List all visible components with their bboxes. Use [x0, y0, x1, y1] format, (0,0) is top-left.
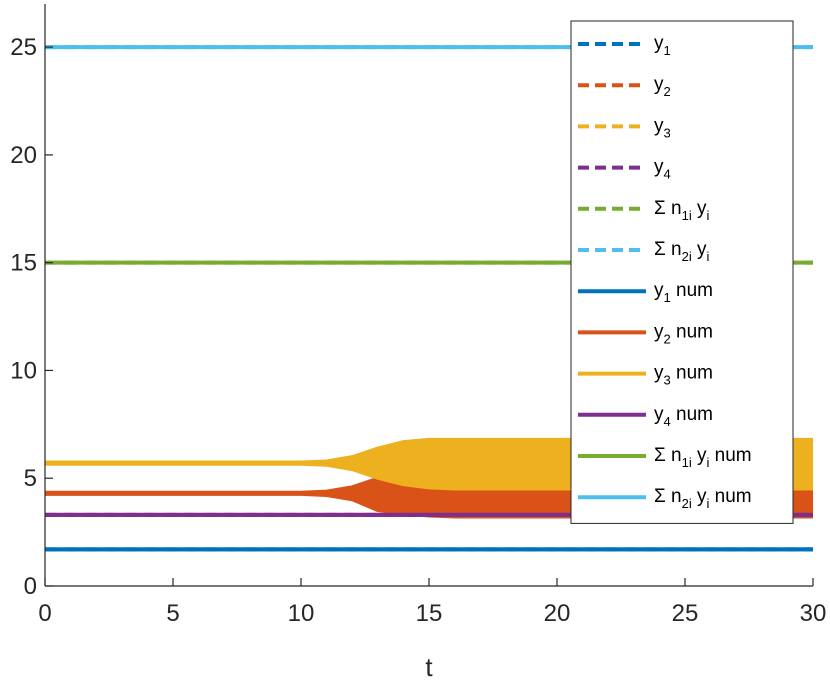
legend-label-n2i-yi-dashed: Σ n2i yi: [654, 239, 710, 264]
legend-label-y2-num: y2 num: [654, 321, 713, 346]
y-tick-label-0: 0: [24, 573, 37, 600]
x-tick-label-25: 25: [672, 600, 699, 627]
legend-label-y3-num: y3 num: [654, 363, 713, 388]
x-tick-label-15: 15: [416, 600, 443, 627]
x-tick-label-10: 10: [288, 600, 315, 627]
legend-box: [570, 20, 794, 524]
y-tick-label-20: 20: [10, 142, 37, 169]
legend-label-n2i-yi-num: Σ n2i yi num: [654, 486, 752, 511]
legend-label-y1-dashed: y1: [654, 33, 671, 58]
legend: y1 y2 y3 y4 Σ n1i yi Σ n2i yi y1 num y2 num y3 n…: [570, 20, 794, 524]
legend-label-n1i-yi-num: Σ n1i yi num: [654, 445, 752, 470]
y-tick-label-5: 5: [24, 465, 37, 492]
x-tick-label-0: 0: [38, 600, 51, 627]
y-tick-label-25: 25: [10, 34, 37, 61]
x-tick-label-5: 5: [166, 600, 179, 627]
y-tick-label-10: 10: [10, 357, 37, 384]
legend-label-y4-num: y4 num: [654, 404, 713, 429]
legend-label-y3-dashed: y3: [654, 115, 671, 140]
legend-label-y2-dashed: y2: [654, 74, 671, 99]
x-axis-label: t: [425, 652, 433, 680]
legend-label-y1-num: y1 num: [654, 280, 713, 305]
y-tick-label-15: 15: [10, 250, 37, 277]
legend-label-n1i-yi-dashed: Σ n1i yi: [654, 198, 710, 223]
x-tick-label-20: 20: [544, 600, 571, 627]
x-tick-label-30: 30: [800, 600, 827, 627]
axes-layer: 0 5 10 15 20 25 30 0 5 10 15 20 25: [10, 4, 826, 627]
legend-label-y4-dashed: y4: [654, 157, 671, 182]
